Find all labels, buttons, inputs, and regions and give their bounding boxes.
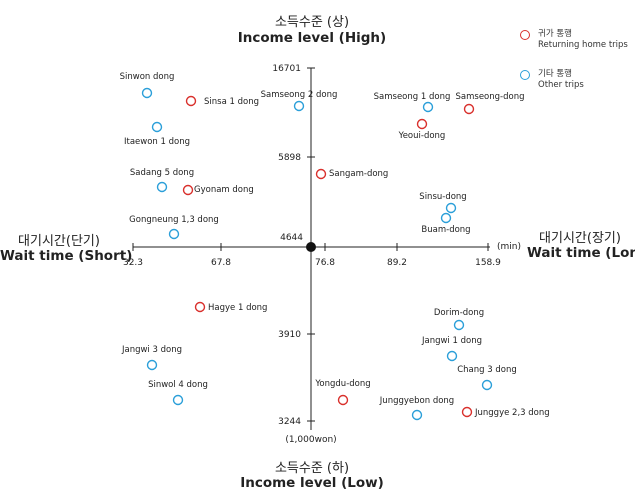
data-point-other: [422, 101, 434, 113]
data-point-label: Junggyebon dong: [379, 396, 454, 406]
origin-dot: [306, 242, 316, 252]
y-tick-label: 16701: [272, 64, 301, 74]
legend: 귀가 통행 Returning home trips 기타 통행 Other t…: [520, 27, 632, 107]
data-point-label: Sinwol 4 dong: [148, 380, 208, 390]
legend-swatch-other-trips: [520, 70, 530, 80]
data-point-home: [461, 406, 473, 418]
y-tick-label: 5898: [278, 153, 301, 163]
data-point-other: [446, 350, 458, 362]
y-tick-label: 3244: [278, 417, 301, 427]
data-point-home: [185, 95, 197, 107]
data-point-label: Jangwi 3 dong: [121, 345, 182, 355]
data-point-label: Sadang 5 dong: [130, 168, 194, 178]
data-point-home: [416, 118, 428, 130]
data-point-label: Jangwi 1 dong: [421, 336, 482, 346]
origin-label: 4644: [280, 233, 303, 243]
data-point-label: Hagye 1 dong: [208, 303, 267, 313]
left-axis-title-en: Wait time (Short): [0, 248, 133, 264]
data-point-other: [156, 181, 168, 193]
right-axis-title-ko: 대기시간(장기): [539, 231, 621, 246]
right-axis-title-en: Wait time (Long): [527, 245, 635, 261]
legend-label-ko: 기타 통행: [538, 69, 572, 79]
data-point-other: [411, 409, 423, 421]
data-point-label: Samseong 2 dong: [261, 90, 338, 100]
legend-item-returning-home: 귀가 통행 Returning home trips: [520, 27, 632, 67]
data-point-home: [182, 184, 194, 196]
data-point-label: Junggye 2,3 dong: [474, 408, 550, 418]
data-point-other: [440, 212, 452, 224]
data-point-label: Yeoui-dong: [398, 131, 446, 141]
x-tick-label: 32.3: [123, 258, 143, 268]
data-point-label: Dorim-dong: [434, 308, 484, 318]
data-point-home: [315, 168, 327, 180]
top-axis-title-en: Income level (High): [237, 30, 387, 46]
data-point-other: [293, 100, 305, 112]
data-point-other: [146, 359, 158, 371]
x-unit-label: (min): [497, 242, 521, 252]
x-tick-label: 76.8: [315, 258, 335, 268]
data-point-label: Sinwon dong: [120, 72, 175, 82]
data-point-label: Sangam-dong: [329, 169, 388, 179]
x-tick-label: 67.8: [211, 258, 231, 268]
data-point-home: [337, 394, 349, 406]
x-tick-label: 89.2: [387, 258, 407, 268]
bottom-axis-title-ko: 소득수준 (하): [274, 461, 350, 476]
data-point-label: Chang 3 dong: [457, 365, 517, 375]
data-point-label: Gyonam dong: [194, 185, 254, 195]
data-point-other: [445, 202, 457, 214]
data-point-label: Sinsa 1 dong: [204, 97, 259, 107]
data-point-label: Yongdu-dong: [314, 379, 370, 389]
data-point-home: [194, 301, 206, 313]
legend-label-en: Other trips: [538, 80, 584, 90]
data-point-label: Samseong 1 dong: [374, 92, 451, 102]
data-point-other: [453, 319, 465, 331]
data-point-label: Sinsu-dong: [419, 192, 466, 202]
x-tick-label: 158.9: [475, 258, 501, 268]
data-point-label: Samseong-dong: [456, 92, 525, 102]
data-point-label: Buam-dong: [421, 225, 470, 235]
bottom-axis-title-en: Income level (Low): [240, 475, 384, 491]
legend-item-other-trips: 기타 통행 Other trips: [520, 67, 632, 107]
legend-label-en: Returning home trips: [538, 40, 628, 50]
data-point-label: Itaewon 1 dong: [124, 137, 190, 147]
data-point-other: [172, 394, 184, 406]
left-axis-title-ko: 대기시간(단기): [18, 234, 100, 249]
data-point-other: [141, 87, 153, 99]
legend-swatch-returning-home: [520, 30, 530, 40]
data-point-home: [463, 103, 475, 115]
top-axis-title-ko: 소득수준 (상): [274, 15, 350, 30]
data-point-label: Gongneung 1,3 dong: [129, 215, 219, 225]
data-point-other: [481, 379, 493, 391]
y-tick-label: 3910: [278, 330, 301, 340]
y-unit-label: (1,000won): [285, 435, 336, 445]
legend-label-ko: 귀가 통행: [538, 29, 572, 39]
data-point-other: [151, 121, 163, 133]
data-point-other: [168, 228, 180, 240]
